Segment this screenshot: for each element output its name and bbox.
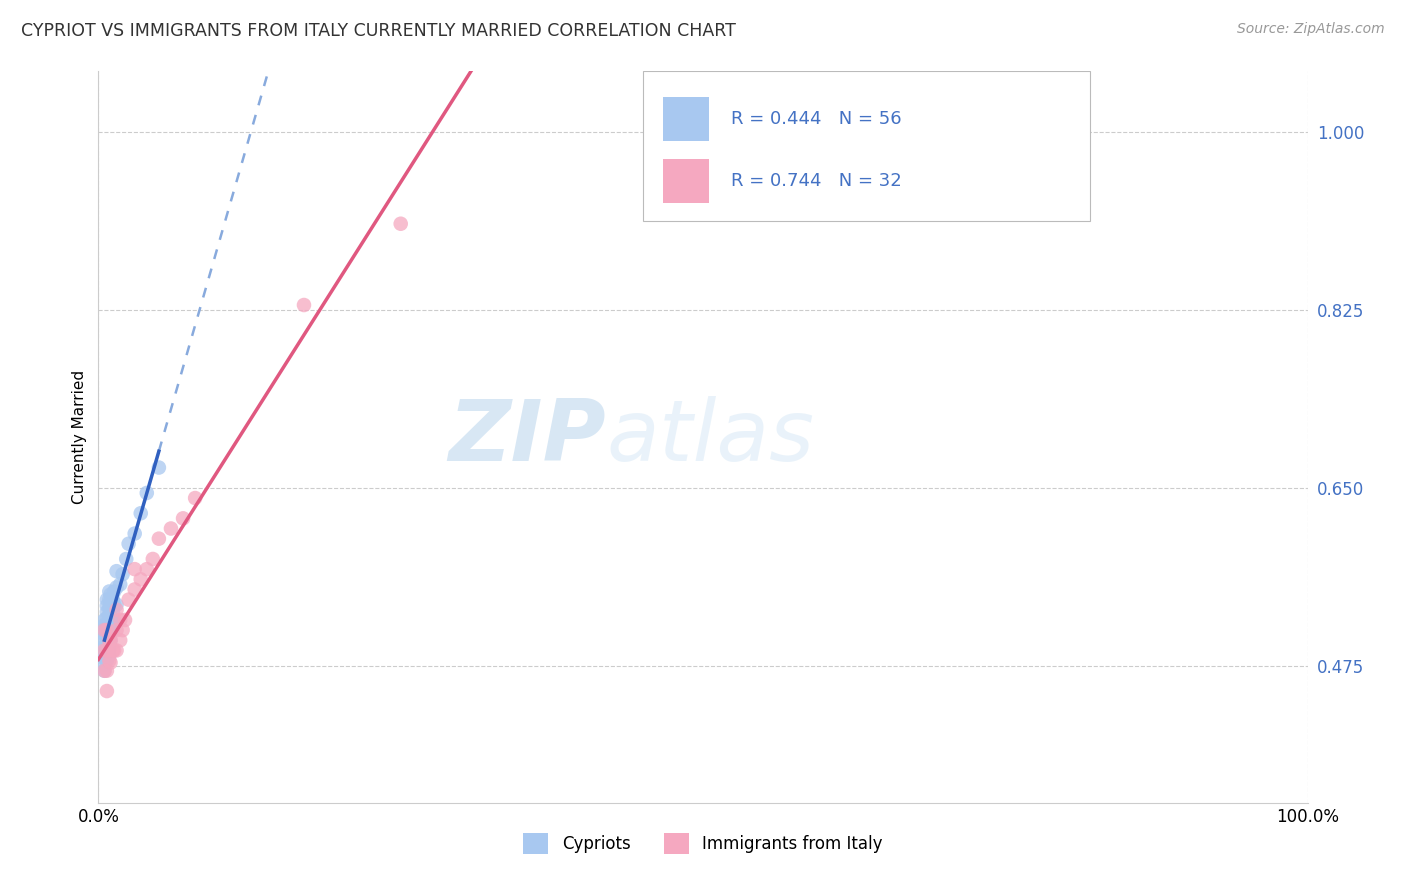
Point bbox=[105, 581, 128, 595]
Point bbox=[101, 623, 124, 637]
Point bbox=[100, 594, 122, 608]
Point bbox=[96, 623, 118, 637]
Point bbox=[129, 572, 152, 586]
Point bbox=[118, 592, 141, 607]
Point bbox=[93, 628, 115, 642]
Point bbox=[98, 607, 121, 622]
Point bbox=[105, 598, 128, 612]
Text: ZIP: ZIP bbox=[449, 395, 606, 479]
Point bbox=[101, 615, 124, 629]
Point bbox=[101, 643, 124, 657]
Point bbox=[93, 643, 115, 657]
Point bbox=[124, 562, 146, 576]
Point bbox=[93, 657, 115, 672]
Point bbox=[129, 506, 152, 520]
Point bbox=[96, 664, 118, 678]
Point bbox=[96, 599, 118, 613]
Point bbox=[103, 598, 125, 612]
Point bbox=[96, 605, 118, 619]
Point bbox=[100, 633, 122, 648]
Point bbox=[105, 643, 128, 657]
Point bbox=[135, 562, 157, 576]
Point bbox=[100, 588, 122, 602]
Point bbox=[93, 651, 115, 665]
Point bbox=[118, 537, 141, 551]
Point bbox=[98, 615, 121, 629]
Point bbox=[93, 623, 115, 637]
Point bbox=[114, 613, 136, 627]
Point bbox=[148, 532, 170, 546]
Point bbox=[98, 592, 121, 607]
Point bbox=[115, 552, 138, 566]
Point bbox=[96, 592, 118, 607]
Point bbox=[101, 605, 124, 619]
Point bbox=[389, 217, 412, 231]
Point bbox=[111, 567, 134, 582]
Point bbox=[172, 511, 194, 525]
Text: atlas: atlas bbox=[606, 395, 814, 479]
Point bbox=[100, 656, 122, 670]
Point bbox=[108, 577, 131, 591]
Point bbox=[96, 641, 118, 656]
Point bbox=[108, 633, 131, 648]
Point bbox=[98, 600, 121, 615]
Point bbox=[96, 643, 118, 657]
Point bbox=[98, 633, 121, 648]
Point bbox=[108, 613, 131, 627]
Point bbox=[93, 623, 115, 637]
Point bbox=[96, 635, 118, 649]
FancyBboxPatch shape bbox=[664, 97, 709, 141]
Point bbox=[105, 564, 128, 578]
Point bbox=[96, 648, 118, 662]
Point bbox=[100, 625, 122, 640]
Point bbox=[103, 613, 125, 627]
Point bbox=[98, 641, 121, 656]
Point bbox=[93, 664, 115, 678]
Text: Source: ZipAtlas.com: Source: ZipAtlas.com bbox=[1237, 22, 1385, 37]
Point bbox=[98, 635, 121, 649]
Point bbox=[98, 654, 121, 668]
Point bbox=[135, 486, 157, 500]
Point bbox=[105, 603, 128, 617]
Point bbox=[105, 623, 128, 637]
Point bbox=[111, 623, 134, 637]
Point bbox=[103, 643, 125, 657]
Text: R = 0.444   N = 56: R = 0.444 N = 56 bbox=[731, 110, 901, 128]
Point bbox=[96, 684, 118, 698]
Point bbox=[93, 633, 115, 648]
Point bbox=[93, 664, 115, 678]
Point bbox=[100, 633, 122, 648]
Point bbox=[96, 629, 118, 643]
Point bbox=[100, 617, 122, 632]
Point bbox=[184, 491, 207, 505]
Point bbox=[98, 648, 121, 663]
Point bbox=[96, 611, 118, 625]
Point bbox=[93, 640, 115, 654]
Y-axis label: Currently Married: Currently Married bbox=[72, 370, 87, 504]
Point bbox=[160, 522, 183, 536]
Point bbox=[103, 584, 125, 599]
Point bbox=[124, 582, 146, 597]
Point bbox=[292, 298, 315, 312]
Point bbox=[93, 645, 115, 659]
Point bbox=[93, 613, 115, 627]
Text: CYPRIOT VS IMMIGRANTS FROM ITALY CURRENTLY MARRIED CORRELATION CHART: CYPRIOT VS IMMIGRANTS FROM ITALY CURRENT… bbox=[21, 22, 735, 40]
Point bbox=[98, 584, 121, 599]
Point bbox=[98, 629, 121, 643]
Point bbox=[100, 603, 122, 617]
Point bbox=[96, 623, 118, 637]
Point bbox=[98, 623, 121, 637]
Point bbox=[142, 552, 165, 566]
FancyBboxPatch shape bbox=[643, 71, 1090, 221]
Point bbox=[148, 460, 170, 475]
Point bbox=[101, 592, 124, 607]
Text: R = 0.744   N = 32: R = 0.744 N = 32 bbox=[731, 172, 901, 190]
Point bbox=[124, 526, 146, 541]
Point bbox=[96, 654, 118, 668]
Point bbox=[93, 618, 115, 632]
Point bbox=[96, 617, 118, 632]
Legend: Cypriots, Immigrants from Italy: Cypriots, Immigrants from Italy bbox=[517, 827, 889, 860]
Point bbox=[100, 608, 122, 623]
FancyBboxPatch shape bbox=[664, 159, 709, 203]
